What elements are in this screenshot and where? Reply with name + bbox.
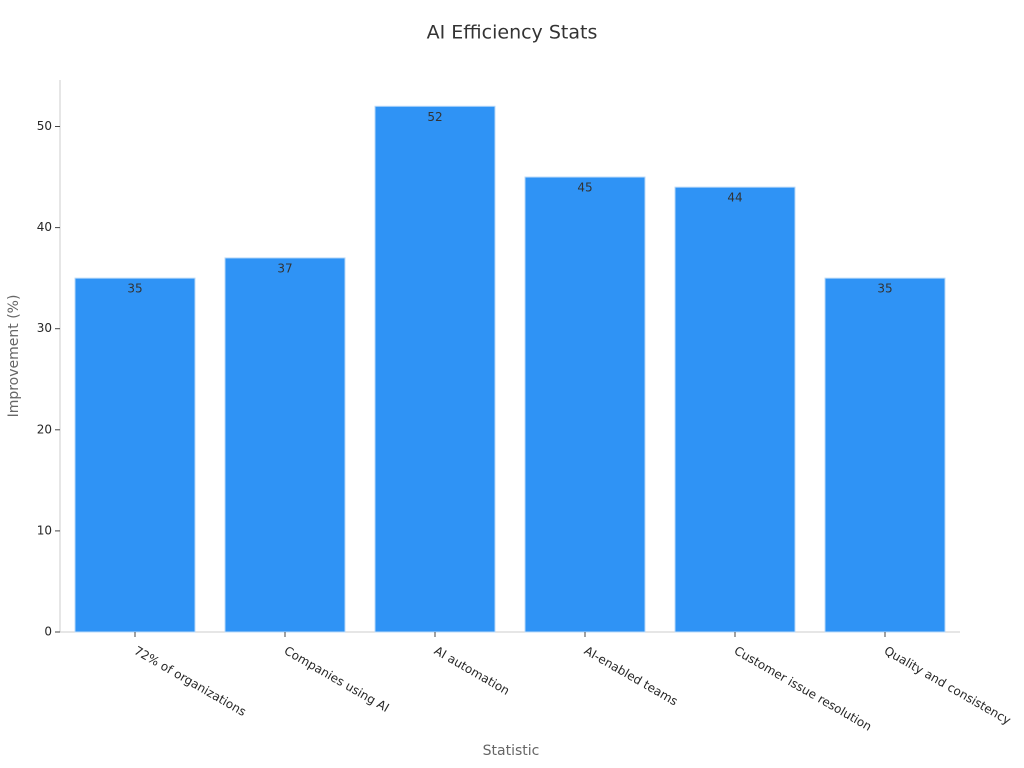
value-label: 35 <box>127 282 142 296</box>
x-axis-label: Statistic <box>483 743 540 759</box>
y-tick-label: 30 <box>37 321 52 335</box>
x-tick-label: Companies using AI <box>282 644 392 715</box>
y-tick-label: 10 <box>37 523 52 537</box>
chart-title: AI Efficiency Stats <box>427 22 598 44</box>
bar <box>74 277 196 633</box>
bar <box>674 186 796 633</box>
y-tick-label: 40 <box>37 220 52 234</box>
bar <box>824 277 946 633</box>
value-label: 44 <box>727 191 742 205</box>
y-tick-label: 20 <box>37 422 52 436</box>
value-label: 37 <box>277 261 292 275</box>
bar <box>224 257 346 633</box>
x-tick-label: AI-enabled teams <box>582 644 680 709</box>
y-tick-label: 0 <box>44 625 52 639</box>
x-tick-label: Quality and consistency <box>882 644 1014 728</box>
value-label: 52 <box>427 110 442 124</box>
x-tick-label: 72% of organizations <box>132 644 249 719</box>
value-label: 35 <box>877 282 892 296</box>
bar <box>374 105 496 633</box>
x-tick-label: Customer issue resolution <box>732 644 874 734</box>
y-tick-label: 50 <box>37 119 52 133</box>
bar <box>524 176 646 633</box>
value-label: 45 <box>577 181 592 195</box>
y-axis-label: Improvement (%) <box>6 295 22 418</box>
x-tick-label: AI automation <box>432 644 512 698</box>
